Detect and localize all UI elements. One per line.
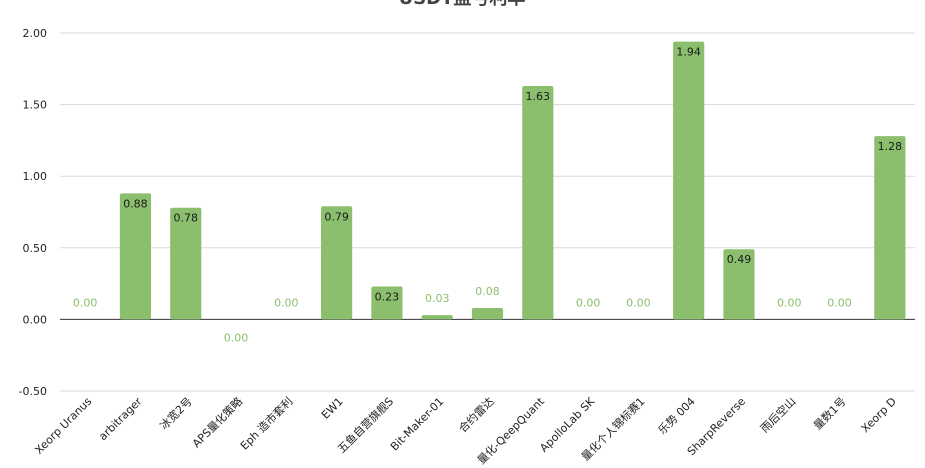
data-label: 0.00	[274, 296, 299, 309]
x-tick-label: Xeorp D	[859, 395, 899, 435]
data-label: 0.79	[324, 210, 349, 223]
x-tick-label: 量数1号	[811, 395, 848, 432]
data-label: 0.88	[123, 197, 148, 210]
data-label: 0.00	[576, 296, 601, 309]
data-label: 0.23	[375, 290, 400, 303]
y-tick-label: 1.50	[23, 99, 48, 112]
y-tick-label: 2.00	[23, 27, 48, 40]
data-label: 0.78	[173, 212, 198, 225]
data-label: 0.00	[777, 296, 802, 309]
bar	[522, 85, 554, 320]
x-tick-label: Eph 造市套利	[237, 394, 295, 452]
data-label: 0.49	[727, 253, 752, 266]
y-tick-label: 1.00	[23, 170, 48, 183]
bar	[723, 249, 755, 320]
data-label: 0.03	[425, 292, 450, 305]
x-tick-label: 雨后空山	[757, 394, 798, 435]
y-tick-label: -0.50	[19, 385, 47, 398]
data-label: 1.63	[526, 90, 551, 103]
bar	[421, 315, 453, 320]
data-label: 0.00	[827, 296, 852, 309]
bar	[471, 307, 504, 320]
data-label: 0.08	[475, 285, 500, 298]
data-label: 0.00	[626, 296, 651, 309]
x-tick-label: 乐势 004	[656, 395, 698, 437]
data-label: 0.00	[73, 296, 98, 309]
data-label: 1.28	[878, 140, 903, 153]
bar	[874, 136, 906, 320]
x-tick-label: APS量化策略	[189, 394, 245, 450]
data-label: 0.00	[224, 331, 249, 344]
bar	[119, 193, 152, 320]
y-axis: 2.00 1.50 1.00 0.50 0.00 -0.50	[19, 27, 47, 398]
bar	[170, 207, 202, 320]
bar	[321, 206, 353, 320]
x-tick-label: EW1	[319, 395, 346, 422]
data-label: 1.94	[676, 46, 701, 59]
x-tick-label: 合约雷达	[456, 394, 497, 435]
bar	[371, 286, 403, 320]
y-tick-label: 0.00	[23, 313, 48, 326]
bars	[119, 41, 906, 320]
bar	[673, 41, 705, 320]
x-tick-label: arbitrager	[96, 395, 145, 444]
x-tick-label: Xeorp Uranus	[32, 395, 94, 457]
x-tick-label: Bit-Maker-01	[388, 395, 446, 453]
x-tick-label: 冰宽2号	[157, 394, 195, 432]
chart-title: USDT盈亏利率	[399, 0, 526, 9]
data-labels: 0.00 0.88 0.78 0.00 0.00 0.79 0.23 0.03 0.08 1.63…	[73, 46, 902, 345]
y-tick-label: 0.50	[23, 242, 48, 255]
